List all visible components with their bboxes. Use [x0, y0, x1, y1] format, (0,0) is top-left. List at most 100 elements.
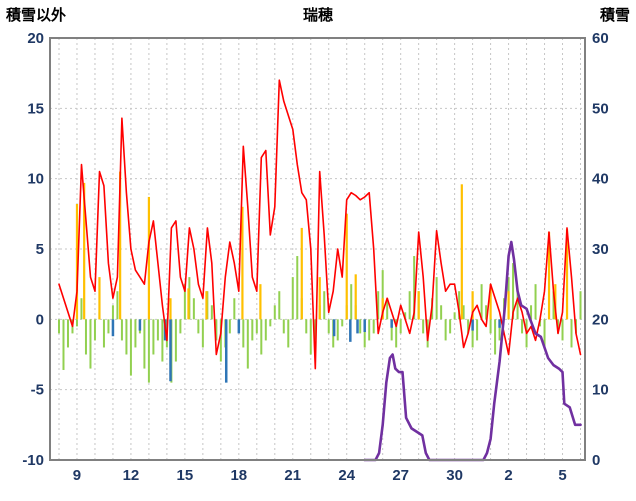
bar-blue-series [138, 319, 142, 331]
bar-green-series [93, 319, 96, 341]
bar-green-series [84, 319, 87, 355]
x-tick-label: 12 [123, 467, 140, 484]
bar-green-series [192, 298, 195, 320]
bar-green-series [156, 319, 159, 341]
bar-blue-series [224, 319, 228, 383]
x-tick-label: 24 [338, 467, 355, 484]
left-tick-label: 5 [36, 241, 44, 258]
bar-green-series [161, 319, 164, 362]
bar-orange-series [241, 206, 244, 320]
bar-green-series [453, 312, 456, 320]
right-tick-label: 50 [592, 100, 609, 117]
left-tick-label: 15 [27, 100, 44, 117]
bar-green-series [287, 319, 290, 348]
bar-orange-series [471, 291, 474, 320]
bar-green-series [341, 319, 344, 327]
bar-green-series [80, 298, 83, 320]
bar-orange-series [381, 298, 384, 320]
bar-blue-series [111, 319, 115, 337]
x-tick-label: 15 [177, 467, 194, 484]
bar-green-series [255, 319, 258, 334]
bar-green-series [516, 291, 519, 320]
bar-orange-series [75, 203, 79, 320]
bar-orange-series [259, 284, 262, 320]
bar-green-series [242, 319, 245, 348]
right-tick-label: 30 [592, 241, 609, 258]
bar-green-series [363, 319, 366, 348]
bar-blue-series [390, 319, 393, 328]
bar-green-series [201, 319, 204, 348]
bar-green-series [116, 291, 119, 320]
bar-green-series [174, 319, 177, 362]
bar-green-series [386, 298, 389, 320]
bar-green-series [228, 319, 231, 334]
left-tick-label: 0 [36, 311, 44, 328]
line-temperature-red [58, 79, 582, 370]
bar-green-series [278, 291, 281, 320]
bar-green-series [246, 319, 249, 369]
bar-orange-series [547, 232, 551, 320]
right-tick-label: 0 [592, 452, 600, 469]
bar-green-series [471, 319, 474, 348]
bar-orange-series [119, 171, 122, 320]
bar-green-series [489, 319, 492, 334]
bar-green-series [381, 270, 384, 320]
bar-green-series [125, 319, 128, 355]
bar-orange-series [147, 196, 151, 320]
bar-green-series [440, 305, 443, 320]
bar-green-series [467, 319, 470, 334]
right-tick-label: 40 [592, 171, 609, 188]
chart-title: 瑞穂 [302, 7, 333, 24]
x-tick-label: 21 [284, 467, 301, 484]
line-snow-depth-purple [363, 240, 582, 462]
plot-border [49, 37, 586, 461]
bar-blue-series [237, 319, 241, 334]
bar-blue-series [471, 319, 474, 331]
bar-green-series [579, 291, 582, 320]
bar-orange-series [354, 274, 357, 320]
bar-green-series [219, 319, 222, 362]
bar-green-series [494, 319, 497, 355]
bar-green-series [129, 319, 132, 376]
bar-orange-series [345, 213, 348, 320]
bar-green-series [530, 305, 533, 320]
bar-green-series [498, 319, 501, 341]
bar-blue-series [349, 319, 352, 342]
bar-green-series [273, 305, 276, 320]
bar-green-series [372, 319, 375, 334]
bar-green-series [233, 298, 236, 320]
right-tick-label: 60 [592, 30, 609, 47]
bar-blue-series [363, 319, 366, 332]
x-tick-label: 2 [504, 467, 512, 484]
bar-orange-series [489, 284, 492, 320]
bar-green-series [458, 291, 461, 320]
bar-blue-series [356, 319, 359, 334]
bar-green-series [282, 319, 285, 334]
bar-green-series [107, 319, 110, 334]
bar-green-series [183, 284, 186, 320]
x-tick-label: 9 [73, 467, 81, 484]
bar-green-series [215, 319, 218, 341]
bar-green-series [251, 319, 254, 341]
bar-green-series [75, 319, 78, 327]
left-tick-label: 10 [27, 171, 44, 188]
bar-orange-series [169, 298, 172, 320]
bar-green-series [291, 277, 294, 320]
bar-orange-series [565, 229, 569, 320]
right-tick-label: 20 [592, 311, 609, 328]
bar-orange-series [205, 291, 208, 320]
bar-green-series [134, 319, 137, 348]
bar-green-series [296, 256, 299, 320]
bar-blue-series [332, 319, 336, 337]
bar-green-series [444, 319, 447, 341]
bar-green-series [521, 319, 524, 334]
bar-green-series [377, 291, 380, 320]
bar-green-series [327, 319, 330, 334]
bar-green-series [462, 305, 465, 320]
bar-green-series [350, 284, 353, 320]
x-tick-label: 5 [558, 467, 566, 484]
bar-orange-series [318, 277, 321, 320]
bar-green-series [408, 291, 411, 320]
bar-green-series [368, 319, 371, 341]
bar-green-series [449, 319, 452, 334]
